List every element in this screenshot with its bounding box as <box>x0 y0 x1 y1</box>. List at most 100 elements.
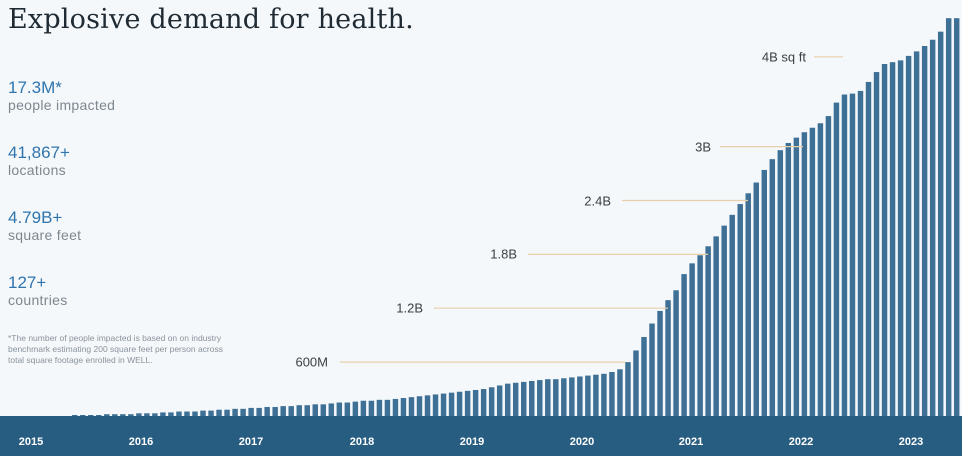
stat-label: people impacted <box>8 97 116 113</box>
bar <box>769 159 776 417</box>
stat-value: 4.79B+ <box>8 208 63 227</box>
page-title: Explosive demand for health. <box>8 4 414 35</box>
x-tick-label: 2020 <box>569 436 595 448</box>
footnote: *The number of people impacted is based … <box>8 333 223 365</box>
bar <box>641 336 647 416</box>
bar <box>416 396 423 416</box>
x-tick-label: 2023 <box>898 436 924 448</box>
bar <box>593 374 599 416</box>
stat-locations: 41,867+ locations <box>8 143 248 208</box>
bar <box>817 123 824 416</box>
bar <box>184 411 190 416</box>
annotation-label: 2.4B <box>584 193 611 208</box>
annotation-label: 3B <box>695 139 711 155</box>
bar <box>120 414 126 416</box>
bar <box>328 403 335 416</box>
bar <box>745 193 751 416</box>
bar <box>208 410 214 416</box>
bar <box>777 150 784 416</box>
bar <box>585 375 591 416</box>
bar <box>192 411 198 416</box>
bar <box>424 395 431 416</box>
bar <box>432 394 439 416</box>
stat-value: 17.3M* <box>8 78 62 97</box>
bar <box>785 143 792 416</box>
x-tick-label: 2018 <box>349 436 375 448</box>
x-tick-label: 2016 <box>128 436 154 448</box>
bar <box>248 407 254 416</box>
bar <box>905 55 912 417</box>
bar <box>400 398 407 416</box>
bar <box>633 350 639 416</box>
bar <box>280 406 286 416</box>
stats-panel: 17.3M* people impacted 41,867+ locations… <box>8 78 248 338</box>
bar <box>344 402 351 416</box>
x-tick-label: 2015 <box>18 436 44 448</box>
bar <box>729 214 735 416</box>
x-tick-label: 2022 <box>788 436 814 448</box>
bar <box>865 81 872 416</box>
bar <box>761 169 767 416</box>
bar <box>272 407 278 416</box>
bar <box>264 407 270 416</box>
bar <box>673 290 679 416</box>
stat-value: 41,867+ <box>8 143 70 162</box>
bar <box>128 414 134 416</box>
annotation-label: 4B sq ft <box>761 49 806 65</box>
bar <box>448 392 455 416</box>
bar <box>561 378 567 416</box>
bar <box>689 263 695 416</box>
bar <box>617 369 623 416</box>
stat-label: locations <box>8 162 66 178</box>
bar <box>697 255 703 416</box>
annotation-label: 600M <box>295 354 328 370</box>
bar <box>168 412 174 416</box>
bar <box>953 18 960 416</box>
bar <box>801 132 808 417</box>
bar <box>296 405 302 416</box>
bar <box>464 390 471 416</box>
bar <box>152 413 158 416</box>
bar <box>857 90 864 417</box>
bar <box>873 72 880 416</box>
x-tick-label: 2019 <box>459 436 485 448</box>
bar <box>825 116 832 416</box>
bar <box>921 46 928 417</box>
bar <box>144 413 150 416</box>
stat-label: countries <box>8 292 68 308</box>
bar <box>721 225 727 416</box>
bar <box>336 402 343 416</box>
stat-value: 127+ <box>8 273 47 292</box>
bar <box>841 94 848 417</box>
bar <box>72 415 78 416</box>
bar <box>352 401 359 416</box>
bar <box>849 93 856 417</box>
bar <box>368 400 375 416</box>
bar <box>104 414 110 416</box>
annotation-label: 1.2B <box>396 300 423 316</box>
bar <box>833 102 840 416</box>
bar <box>705 246 711 416</box>
bar <box>240 408 246 416</box>
bar <box>488 387 495 416</box>
bar <box>320 404 327 416</box>
bar <box>312 404 318 416</box>
bar <box>480 389 487 416</box>
bar <box>681 274 687 416</box>
bar <box>937 31 944 416</box>
bar <box>304 405 310 416</box>
bar <box>929 39 936 417</box>
bar <box>753 182 759 416</box>
bar <box>496 385 503 416</box>
bar <box>897 60 904 416</box>
bar <box>80 415 86 416</box>
bar <box>625 362 631 416</box>
stat-square-feet: 4.79B+ square feet <box>8 208 248 273</box>
bar <box>504 383 511 416</box>
bar <box>456 391 463 416</box>
bar <box>176 411 182 416</box>
bar <box>256 407 262 416</box>
bar <box>521 381 527 416</box>
bar <box>384 399 391 416</box>
